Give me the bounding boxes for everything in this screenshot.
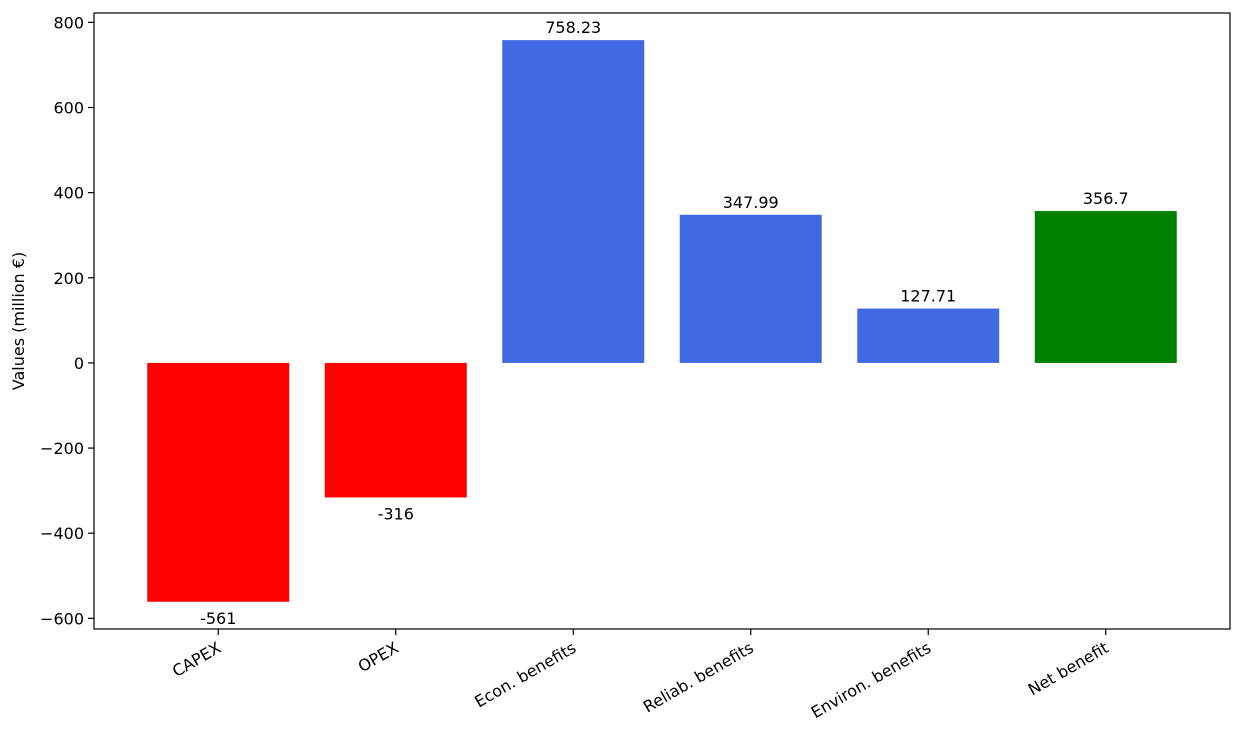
bars-group — [147, 40, 1177, 602]
x-tick-label: CAPEX — [169, 638, 224, 681]
y-axis-label: Values (million €) — [9, 252, 28, 390]
y-tick-label: 0 — [74, 354, 84, 373]
data-label: 347.99 — [723, 193, 779, 212]
data-label: -316 — [378, 504, 414, 523]
bar-environ-benefits — [857, 308, 1000, 363]
x-tick-label: Econ. benefits — [471, 638, 579, 711]
bar-opex — [324, 362, 467, 498]
data-label: -561 — [200, 609, 236, 628]
bar-econ-benefits — [502, 40, 645, 363]
x-tick-label: Reliab. benefits — [640, 638, 757, 716]
y-tick-label: 600 — [53, 99, 84, 118]
data-label: 758.23 — [545, 18, 601, 37]
x-axis: CAPEX OPEX Econ. benefits Reliab. benefits E… — [169, 629, 1112, 722]
y-tick-label: −200 — [40, 439, 84, 458]
x-tick-label: Net benefit — [1025, 638, 1112, 699]
data-label: 356.7 — [1083, 189, 1129, 208]
y-tick-label: 800 — [53, 13, 84, 32]
y-tick-label: 400 — [53, 184, 84, 203]
bar-capex — [147, 362, 290, 602]
plot-frame — [93, 12, 1231, 630]
bar-reliab-benefits — [679, 214, 822, 363]
x-tick-label: Environ. benefits — [808, 638, 935, 722]
data-labels-group: -561 -316 758.23 347.99 127.71 356.7 — [200, 18, 1129, 628]
y-tick-label: −600 — [40, 609, 84, 628]
y-tick-label: 200 — [53, 269, 84, 288]
y-axis: −600 −400 −200 0 200 400 600 800 — [40, 13, 94, 628]
bar-net-benefit — [1034, 211, 1177, 363]
data-label: 127.71 — [900, 287, 956, 306]
y-tick-label: −400 — [40, 524, 84, 543]
x-tick-label: OPEX — [355, 638, 402, 676]
